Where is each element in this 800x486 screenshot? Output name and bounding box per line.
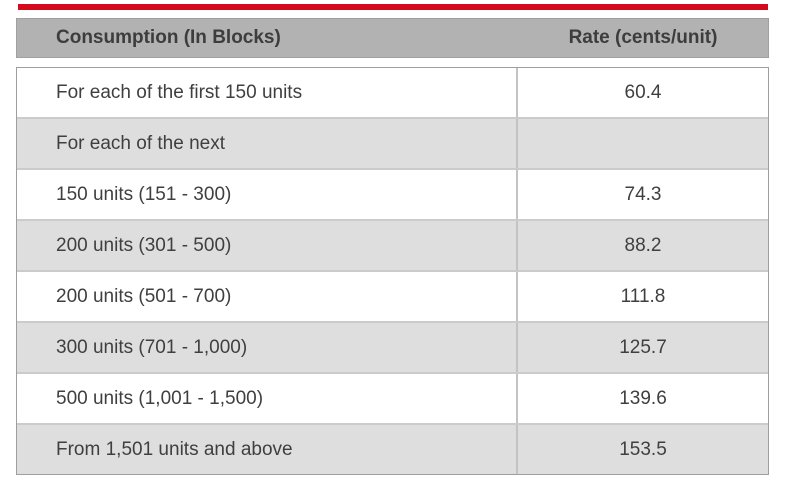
rates-table: For each of the first 150 units 60.4 For… xyxy=(16,67,769,475)
rate-cell: 88.2 xyxy=(624,234,662,256)
rate-cell xyxy=(518,119,768,168)
rate-cell: 153.5 xyxy=(619,438,667,460)
table-header-row: Consumption (In Blocks) Rate (cents/unit… xyxy=(16,18,769,58)
table-row: 300 units (701 - 1,000) 125.7 xyxy=(17,323,768,374)
header-cell-rate: Rate (cents/unit) xyxy=(568,27,718,48)
table-row: For each of the next xyxy=(17,119,768,170)
rate-cell: 125.7 xyxy=(619,336,667,358)
consumption-cell: 150 units (151 - 300) xyxy=(17,170,518,219)
table-row: 200 units (301 - 500) 88.2 xyxy=(17,221,768,272)
rate-cell: 139.6 xyxy=(619,387,667,409)
table-row: For each of the first 150 units 60.4 xyxy=(17,68,768,119)
rate-cell: 60.4 xyxy=(624,81,662,103)
consumption-cell: 200 units (301 - 500) xyxy=(17,221,518,270)
consumption-cell: From 1,501 units and above xyxy=(17,425,518,474)
consumption-cell: For each of the next xyxy=(17,119,518,168)
consumption-cell: 500 units (1,001 - 1,500) xyxy=(17,374,518,423)
header-cell-consumption: Consumption (In Blocks) xyxy=(56,27,281,48)
accent-bar xyxy=(18,4,768,10)
consumption-cell: 300 units (701 - 1,000) xyxy=(17,323,518,372)
rate-cell: 74.3 xyxy=(624,183,662,205)
rate-cell: 111.8 xyxy=(620,285,666,307)
consumption-cell: 200 units (501 - 700) xyxy=(17,272,518,321)
table-row: 500 units (1,001 - 1,500) 139.6 xyxy=(17,374,768,425)
consumption-cell: For each of the first 150 units xyxy=(17,68,518,117)
table-row: 200 units (501 - 700) 111.8 xyxy=(17,272,768,323)
table-row: 150 units (151 - 300) 74.3 xyxy=(17,170,768,221)
table-row: From 1,501 units and above 153.5 xyxy=(17,425,768,474)
